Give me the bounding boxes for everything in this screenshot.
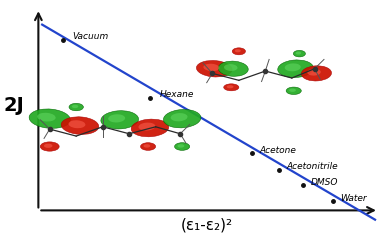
Ellipse shape (40, 142, 59, 151)
Ellipse shape (224, 64, 238, 71)
Ellipse shape (163, 110, 201, 128)
Ellipse shape (175, 143, 190, 150)
Text: Hexane: Hexane (159, 90, 194, 99)
Text: DMSO: DMSO (311, 178, 338, 187)
Ellipse shape (197, 60, 232, 77)
Ellipse shape (68, 120, 85, 128)
Ellipse shape (141, 143, 156, 150)
Ellipse shape (61, 117, 99, 134)
Text: Water: Water (340, 194, 367, 203)
Ellipse shape (227, 85, 233, 88)
Ellipse shape (131, 119, 169, 137)
Ellipse shape (101, 111, 139, 129)
Ellipse shape (293, 50, 305, 57)
Ellipse shape (108, 114, 125, 122)
Ellipse shape (289, 89, 296, 92)
Ellipse shape (224, 84, 239, 91)
Ellipse shape (44, 144, 53, 148)
Ellipse shape (72, 105, 78, 108)
Ellipse shape (285, 63, 301, 71)
Ellipse shape (204, 64, 219, 71)
Text: (ε₁-ε₂)²: (ε₁-ε₂)² (180, 217, 233, 232)
Ellipse shape (29, 109, 70, 128)
Ellipse shape (278, 60, 313, 78)
Ellipse shape (286, 87, 301, 94)
Text: 2J: 2J (3, 96, 24, 115)
Ellipse shape (177, 144, 184, 148)
Text: Vacuum: Vacuum (73, 32, 109, 41)
Ellipse shape (170, 113, 187, 121)
Ellipse shape (307, 69, 321, 76)
Ellipse shape (296, 52, 301, 55)
Ellipse shape (139, 123, 156, 130)
Text: Acetonitrile: Acetonitrile (286, 162, 338, 171)
Text: Acetone: Acetone (260, 145, 296, 154)
Ellipse shape (232, 48, 245, 55)
Ellipse shape (69, 103, 83, 111)
Ellipse shape (37, 113, 56, 121)
Ellipse shape (218, 61, 248, 76)
Ellipse shape (144, 144, 150, 148)
Ellipse shape (235, 49, 241, 52)
Ellipse shape (301, 66, 331, 81)
